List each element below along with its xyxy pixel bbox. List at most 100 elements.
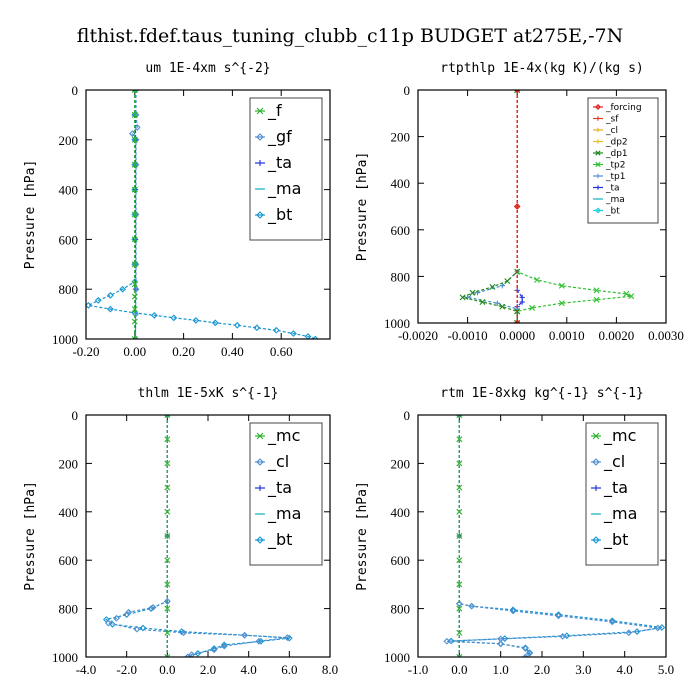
data-point xyxy=(623,290,630,297)
data-point xyxy=(125,608,133,616)
legend-label: _ta xyxy=(605,184,620,194)
y-tick-label: 0 xyxy=(72,83,79,98)
y-tick-label: 0 xyxy=(404,408,411,423)
data-point xyxy=(563,632,571,640)
legend: _mc _cl _ta _ma _bt xyxy=(585,422,659,566)
figure-title: flthist.fdef.taus_tuning_clubb_c11p BUDG… xyxy=(77,25,623,47)
data-point xyxy=(519,299,525,305)
data-point xyxy=(132,310,139,318)
panel-title: rtm 1E-8xkg kg^{-1} s^{-1} xyxy=(440,386,644,401)
legend-marker xyxy=(256,107,264,115)
data-point xyxy=(139,624,147,632)
data-point xyxy=(131,336,138,339)
data-point xyxy=(220,641,228,649)
legend-label: _tp1 xyxy=(605,172,625,182)
data-point xyxy=(514,90,521,93)
y-tick-label: 0 xyxy=(72,408,79,423)
data-point xyxy=(558,282,565,289)
y-tick-label: 1000 xyxy=(384,316,410,331)
panel-title: thlm 1E-5xK s^{-1} xyxy=(138,386,279,401)
x-tick-label: 0.0 xyxy=(451,662,467,677)
x-tick-label: 0.00 xyxy=(123,344,146,359)
data-point xyxy=(131,318,138,325)
x-tick-label: 2.0 xyxy=(200,662,216,677)
x-tick-label: 4.0 xyxy=(617,662,633,677)
x-tick-label: 8.0 xyxy=(322,662,338,677)
y-tick-label: 800 xyxy=(391,602,411,617)
data-point xyxy=(459,294,466,301)
data-point xyxy=(469,289,476,296)
legend-label: _dp1 xyxy=(605,149,628,159)
x-tick-label: 0.40 xyxy=(221,344,244,359)
series-line xyxy=(460,90,518,323)
data-point xyxy=(255,637,263,645)
series-line xyxy=(516,90,634,323)
legend-label: _gf xyxy=(267,127,292,147)
data-point xyxy=(210,646,218,654)
data-point xyxy=(290,330,297,337)
y-tick-label: 1000 xyxy=(52,332,78,347)
data-point xyxy=(593,287,600,294)
legend-marker xyxy=(595,116,601,121)
data-point xyxy=(494,300,500,306)
legend-label: _f xyxy=(267,101,282,121)
legend-label: _forcing xyxy=(605,103,642,113)
data-point xyxy=(107,292,114,299)
data-point xyxy=(456,508,463,515)
data-point xyxy=(164,460,171,467)
legend-label: _bt xyxy=(603,530,628,550)
data-point xyxy=(456,557,463,564)
data-point xyxy=(164,484,171,491)
data-point xyxy=(628,293,635,300)
legend-marker xyxy=(257,485,263,491)
legend-label: _bt xyxy=(267,205,292,225)
y-tick-label: 400 xyxy=(59,183,79,198)
x-tick-label: 3.0 xyxy=(575,662,591,677)
chart-panel-4: rtm 1E-8xkg kg^{-1} s^{-1} Pressure [hPa]… xyxy=(355,386,674,677)
data-point xyxy=(220,642,228,650)
legend-label: _bt xyxy=(605,207,620,217)
legend-label: _ta xyxy=(603,478,628,498)
legend-label: _cl xyxy=(267,452,289,472)
data-point xyxy=(164,557,171,564)
data-point xyxy=(132,336,139,339)
data-point xyxy=(456,581,463,588)
plot-frame xyxy=(85,414,331,658)
data-point xyxy=(131,186,138,193)
data-point xyxy=(131,293,138,300)
data-point xyxy=(456,484,463,491)
x-tick-label: 0.0020 xyxy=(599,328,635,343)
x-tick-label: -0.0010 xyxy=(448,328,488,343)
data-point xyxy=(509,607,517,615)
y-tick-label: 200 xyxy=(391,456,411,471)
data-point xyxy=(149,604,157,611)
data-point xyxy=(522,645,529,652)
data-point xyxy=(164,508,171,515)
data-point xyxy=(107,305,114,313)
y-tick-label: 1000 xyxy=(384,650,410,665)
y-tick-label: 800 xyxy=(59,282,79,297)
x-tick-label: -0.0020 xyxy=(398,328,438,343)
data-point xyxy=(456,533,463,539)
data-point xyxy=(150,311,158,319)
data-point xyxy=(497,640,505,648)
data-point xyxy=(526,649,533,657)
data-point xyxy=(164,436,171,443)
data-point xyxy=(164,581,171,588)
legend-label: _dp2 xyxy=(605,138,628,148)
legend-label: _mc xyxy=(267,426,300,446)
data-point xyxy=(163,597,171,605)
data-point xyxy=(131,111,138,118)
data-point xyxy=(555,611,562,619)
x-tick-label: 0.20 xyxy=(172,344,195,359)
data-point xyxy=(443,637,451,645)
data-point xyxy=(164,605,171,612)
data-point xyxy=(499,303,506,310)
data-point xyxy=(304,333,312,339)
data-point xyxy=(170,314,178,322)
data-point xyxy=(164,415,171,418)
x-tick-label: 4.0 xyxy=(241,662,257,677)
data-point xyxy=(625,629,633,637)
data-point xyxy=(504,278,511,285)
